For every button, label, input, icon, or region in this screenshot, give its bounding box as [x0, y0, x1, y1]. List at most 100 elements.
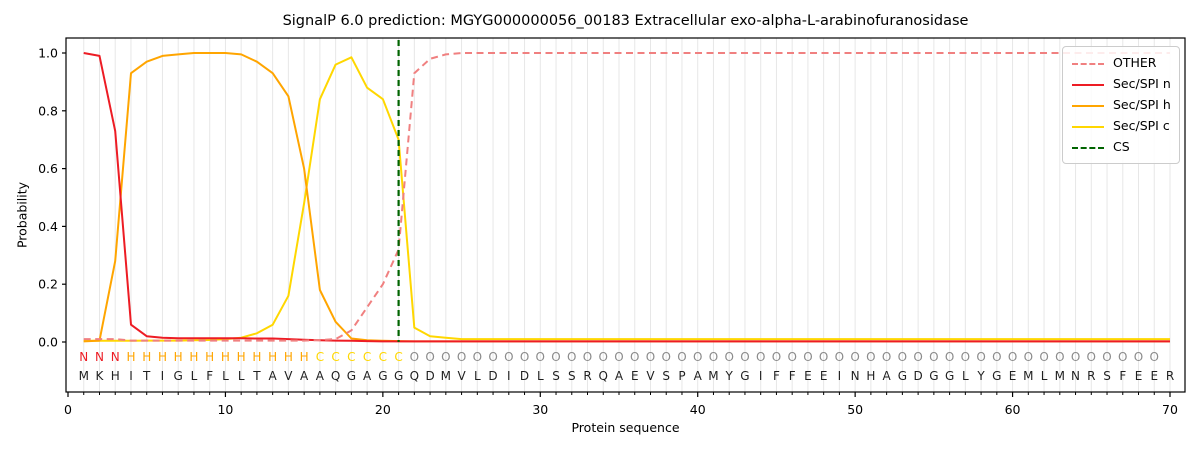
region-letter: O	[1150, 350, 1159, 364]
legend-line-sample-sec-spi-n	[1072, 83, 1104, 86]
legend: OTHER Sec/SPI n Sec/SPI h Sec/SPI c CS	[1062, 46, 1180, 164]
y-axis-tick-label: 0.4	[38, 219, 58, 234]
residue-letter: A	[316, 369, 325, 383]
residue-letter: H	[866, 369, 875, 383]
residue-letter: D	[520, 369, 529, 383]
page-title: SignalP 6.0 prediction: MGYG000000056_00…	[282, 13, 969, 29]
residue-letter: E	[820, 369, 828, 383]
residue-letter: D	[425, 369, 434, 383]
residue-letter: I	[507, 369, 511, 383]
residue-letter: T	[252, 369, 261, 383]
residue-letter: L	[474, 369, 481, 383]
region-letter: O	[866, 350, 875, 364]
legend-line-sample-cs	[1072, 146, 1104, 149]
region-letter: O	[819, 350, 828, 364]
region-letter: H	[252, 350, 261, 364]
x-axis-tick-label: 70	[1162, 402, 1178, 417]
residue-letter: A	[300, 369, 309, 383]
region-letter: O	[1087, 350, 1096, 364]
residue-letter: M	[1055, 369, 1065, 383]
residue-letter: D	[488, 369, 497, 383]
y-axis-tick-label: 0.6	[38, 161, 58, 176]
x-axis-tick-label: 20	[375, 402, 391, 417]
region-letter: O	[410, 350, 419, 364]
region-letter: O	[898, 350, 907, 364]
residue-letter: L	[191, 369, 198, 383]
region-letter: O	[913, 350, 922, 364]
residue-letter: L	[962, 369, 969, 383]
residue-letter: G	[898, 369, 907, 383]
y-axis-tick-label: 1.0	[38, 46, 58, 61]
region-letter: O	[803, 350, 812, 364]
residue-letter: F	[773, 369, 780, 383]
region-letter: O	[473, 350, 482, 364]
residue-letter: S	[662, 369, 670, 383]
residue-letter: I	[129, 369, 133, 383]
legend-label-other: OTHER	[1113, 55, 1157, 71]
region-letter: H	[189, 350, 198, 364]
residue-letter: K	[96, 369, 105, 383]
legend-label-sec-spi-h: Sec/SPI h	[1113, 97, 1171, 113]
residue-letter: F	[206, 369, 213, 383]
legend-label-cs: CS	[1113, 139, 1130, 155]
residue-letter: L	[1041, 369, 1048, 383]
series-sec-spi-n-line	[83, 52, 1170, 343]
residue-letter: V	[457, 369, 466, 383]
residue-letter: H	[111, 369, 120, 383]
region-letter: C	[363, 350, 371, 364]
region-letter: O	[583, 350, 592, 364]
region-letter: H	[126, 350, 135, 364]
residue-letter: S	[568, 369, 576, 383]
residue-letter: P	[678, 369, 685, 383]
region-letter: O	[646, 350, 655, 364]
y-axis-tick-label: 0.8	[38, 103, 58, 118]
residue-letter: I	[161, 369, 165, 383]
x-axis-tick-label: 30	[532, 402, 548, 417]
region-letter: C	[394, 350, 402, 364]
region-letter: O	[1055, 350, 1064, 364]
residue-letter: I	[759, 369, 763, 383]
residue-letter: G	[347, 369, 356, 383]
region-letter: O	[567, 350, 576, 364]
region-letter: O	[709, 350, 718, 364]
residue-letter: E	[1135, 369, 1143, 383]
residue-letter: L	[238, 369, 245, 383]
region-letter: O	[662, 350, 671, 364]
y-axis-tick-label: 0.2	[38, 277, 58, 292]
region-letter: H	[284, 350, 293, 364]
residue-letter: T	[142, 369, 151, 383]
region-letter: O	[945, 350, 954, 364]
residue-letter: E	[804, 369, 812, 383]
x-axis-tick-label: 10	[217, 402, 233, 417]
region-letter: O	[1134, 350, 1143, 364]
residue-letter: A	[269, 369, 278, 383]
x-axis-tick-label: 50	[847, 402, 863, 417]
series-lines	[83, 52, 1170, 343]
region-letter: O	[693, 350, 702, 364]
region-letter: O	[614, 350, 623, 364]
residue-letter: S	[1103, 369, 1111, 383]
legend-item-cs: CS	[1072, 137, 1171, 158]
region-letter: O	[1071, 350, 1080, 364]
region-letter: O	[1102, 350, 1111, 364]
region-letter: O	[850, 350, 859, 364]
legend-item-other: OTHER	[1072, 53, 1171, 74]
residue-letter: G	[378, 369, 387, 383]
residue-letter: G	[945, 369, 954, 383]
legend-label-sec-spi-n: Sec/SPI n	[1113, 76, 1171, 92]
residue-letter: N	[851, 369, 860, 383]
residue-letter: Q	[331, 369, 340, 383]
series-other-line	[83, 52, 1170, 342]
region-letter: H	[174, 350, 183, 364]
x-axis-label: Protein sequence	[571, 420, 680, 435]
residue-letter: M	[441, 369, 451, 383]
region-letter: O	[599, 350, 608, 364]
residue-letter: R	[1166, 369, 1174, 383]
region-letter: O	[520, 350, 529, 364]
residue-letter: F	[1119, 369, 1126, 383]
region-letter: O	[1118, 350, 1127, 364]
region-letter: O	[488, 350, 497, 364]
